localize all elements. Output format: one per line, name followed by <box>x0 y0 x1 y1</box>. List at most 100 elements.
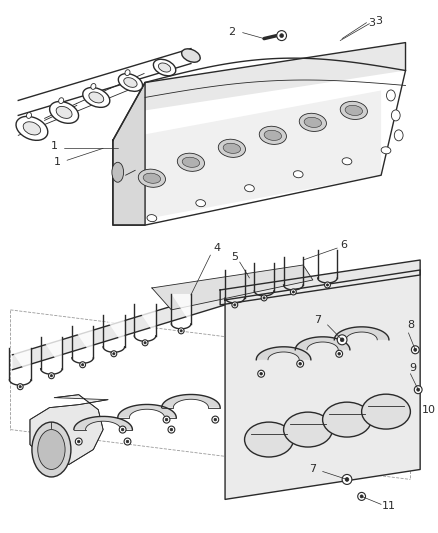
Circle shape <box>360 495 363 498</box>
Text: 1: 1 <box>51 141 58 151</box>
Ellipse shape <box>124 78 137 87</box>
Ellipse shape <box>49 101 78 123</box>
Circle shape <box>277 30 286 41</box>
Circle shape <box>337 335 347 345</box>
Circle shape <box>260 373 262 375</box>
Ellipse shape <box>91 84 96 90</box>
Circle shape <box>411 346 419 354</box>
Circle shape <box>258 370 265 377</box>
Ellipse shape <box>16 116 48 140</box>
Ellipse shape <box>143 173 161 183</box>
Circle shape <box>142 340 148 346</box>
Circle shape <box>124 438 131 445</box>
Polygon shape <box>12 290 225 370</box>
Ellipse shape <box>381 147 391 154</box>
Circle shape <box>325 282 330 288</box>
Polygon shape <box>152 265 313 310</box>
Circle shape <box>358 492 366 500</box>
Ellipse shape <box>153 59 176 76</box>
Ellipse shape <box>342 158 352 165</box>
Text: 9: 9 <box>409 363 416 373</box>
Ellipse shape <box>138 169 166 187</box>
Circle shape <box>80 362 85 368</box>
Ellipse shape <box>340 101 367 119</box>
Ellipse shape <box>125 70 130 76</box>
Circle shape <box>232 302 238 308</box>
Polygon shape <box>118 405 176 417</box>
Ellipse shape <box>345 106 363 116</box>
Circle shape <box>340 338 344 342</box>
Ellipse shape <box>32 422 71 477</box>
Polygon shape <box>30 394 108 464</box>
Circle shape <box>234 304 236 306</box>
Text: 4: 4 <box>214 243 221 253</box>
Polygon shape <box>145 43 406 110</box>
Circle shape <box>297 360 304 367</box>
Circle shape <box>414 386 422 394</box>
Polygon shape <box>10 348 31 385</box>
Circle shape <box>338 352 340 355</box>
Ellipse shape <box>223 143 240 154</box>
Circle shape <box>75 438 82 445</box>
Polygon shape <box>171 294 191 329</box>
Ellipse shape <box>293 171 303 178</box>
Ellipse shape <box>147 215 157 222</box>
Ellipse shape <box>362 394 410 429</box>
Polygon shape <box>113 91 381 225</box>
Ellipse shape <box>196 200 205 207</box>
Circle shape <box>290 289 296 295</box>
Circle shape <box>336 350 343 357</box>
Circle shape <box>417 388 420 391</box>
Ellipse shape <box>89 92 104 103</box>
Ellipse shape <box>264 130 282 140</box>
Ellipse shape <box>56 107 72 118</box>
Circle shape <box>180 330 182 332</box>
Circle shape <box>50 375 53 377</box>
Circle shape <box>263 297 265 299</box>
Text: 11: 11 <box>382 502 396 511</box>
Circle shape <box>178 328 184 334</box>
Ellipse shape <box>218 139 245 157</box>
Circle shape <box>214 418 217 421</box>
Circle shape <box>119 426 126 433</box>
Ellipse shape <box>26 112 32 118</box>
Ellipse shape <box>299 114 326 132</box>
Ellipse shape <box>118 74 142 91</box>
Ellipse shape <box>304 117 321 127</box>
Circle shape <box>144 342 146 344</box>
Ellipse shape <box>159 63 171 72</box>
Circle shape <box>165 418 168 421</box>
Circle shape <box>168 426 175 433</box>
Ellipse shape <box>83 87 110 107</box>
Text: 10: 10 <box>422 405 436 415</box>
Circle shape <box>17 384 23 390</box>
Circle shape <box>342 474 352 484</box>
Ellipse shape <box>177 153 205 171</box>
Text: 6: 6 <box>341 240 348 250</box>
Polygon shape <box>334 327 389 340</box>
Circle shape <box>292 291 294 293</box>
Ellipse shape <box>244 422 293 457</box>
Ellipse shape <box>38 430 65 470</box>
Ellipse shape <box>112 162 124 182</box>
Text: 3: 3 <box>368 18 375 28</box>
Polygon shape <box>134 304 156 341</box>
Circle shape <box>299 362 301 365</box>
Circle shape <box>326 284 328 286</box>
Text: 1: 1 <box>54 157 61 167</box>
Polygon shape <box>220 260 420 305</box>
Text: 7: 7 <box>314 315 321 325</box>
Polygon shape <box>225 270 420 499</box>
Ellipse shape <box>182 157 200 167</box>
Ellipse shape <box>323 402 371 437</box>
Polygon shape <box>72 326 93 363</box>
Ellipse shape <box>59 98 64 103</box>
Text: 8: 8 <box>407 320 414 330</box>
Text: 5: 5 <box>231 252 238 262</box>
Polygon shape <box>256 347 311 360</box>
Ellipse shape <box>182 49 200 62</box>
Circle shape <box>212 416 219 423</box>
Polygon shape <box>74 416 132 430</box>
Circle shape <box>121 428 124 431</box>
Ellipse shape <box>23 122 41 135</box>
